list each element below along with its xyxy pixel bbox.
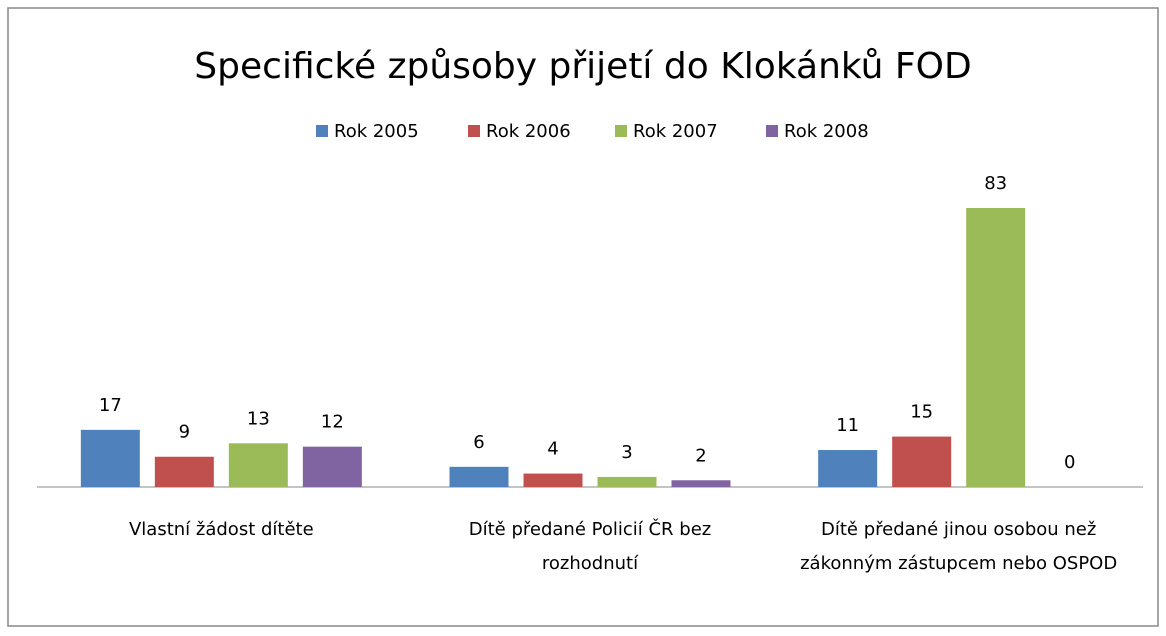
legend-label: Rok 2006 xyxy=(486,121,571,142)
bar xyxy=(966,208,1026,487)
bar xyxy=(449,466,509,487)
data-label: 6 xyxy=(473,432,484,453)
x-tick-label: Dítě předané jinou osobou než zákonným z… xyxy=(800,519,1118,574)
legend-swatch xyxy=(316,125,328,137)
legend-swatch xyxy=(615,125,627,137)
data-label: 4 xyxy=(547,439,558,460)
legend-label: Rok 2008 xyxy=(784,121,869,142)
legend-label: Rok 2005 xyxy=(334,121,419,142)
bar xyxy=(671,480,731,487)
data-label: 0 xyxy=(1064,452,1075,473)
bar xyxy=(80,429,140,487)
bar xyxy=(597,476,657,487)
x-tick-label-box: Dítě předané Policií ČR bez rozhodnutí xyxy=(468,519,712,574)
legend-swatch xyxy=(766,125,778,137)
x-tick-label-box: Dítě předané jinou osobou než zákonným z… xyxy=(800,519,1118,574)
legend-swatch xyxy=(468,125,480,137)
data-label: 15 xyxy=(910,402,933,423)
legend-label: Rok 2007 xyxy=(633,121,718,142)
data-label: 12 xyxy=(321,412,344,433)
data-label: 17 xyxy=(99,395,122,416)
bar xyxy=(523,473,583,487)
bar xyxy=(302,446,362,487)
bar xyxy=(818,450,878,487)
bar xyxy=(228,443,288,487)
x-tick-label-box: Vlastní žádost dítěte xyxy=(128,519,314,540)
x-tick-label: Vlastní žádost dítěte xyxy=(128,519,314,540)
data-label: 2 xyxy=(695,445,706,466)
data-label: 11 xyxy=(836,415,859,436)
bar xyxy=(154,456,214,487)
data-label: 9 xyxy=(179,422,190,443)
data-label: 83 xyxy=(984,173,1007,194)
x-tick-label: Dítě předané Policií ČR bez rozhodnutí xyxy=(468,519,712,574)
bar xyxy=(892,436,952,487)
data-label: 13 xyxy=(247,408,270,429)
chart-title: Specifické způsoby přijetí do Klokánků F… xyxy=(194,46,971,87)
data-label: 3 xyxy=(621,442,632,463)
